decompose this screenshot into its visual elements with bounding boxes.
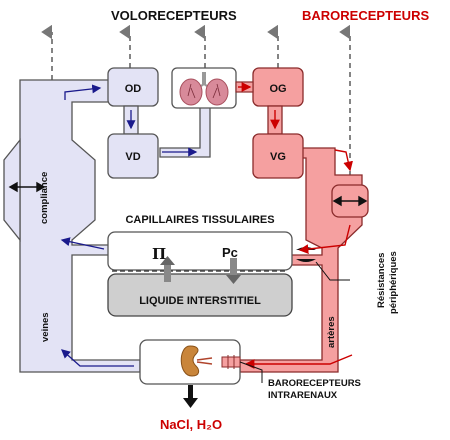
pc-label: Pc <box>222 245 238 260</box>
vein-channel <box>19 79 141 373</box>
interstitial-box <box>107 273 293 317</box>
venous-flow-arrows <box>60 84 198 367</box>
compliance-bulge <box>3 138 21 242</box>
pc-down-arrow <box>226 258 241 284</box>
vd-label: VD <box>125 151 140 163</box>
resistance-leader <box>315 261 350 281</box>
leader-lines <box>239 261 350 383</box>
flow-arrow-to-capillaries <box>298 224 351 254</box>
vg-box <box>252 133 304 179</box>
flow-arrow-kidney-vein <box>61 349 134 367</box>
veines-label: veines <box>40 312 51 342</box>
compliance-label: compliance <box>39 172 50 224</box>
pi-up-arrow <box>160 256 175 282</box>
pi-label: Π <box>152 245 166 263</box>
dashed-signal-arrows <box>41 24 351 185</box>
excretion-label: NaCl, H₂O <box>160 417 222 432</box>
volorecepteurs-title: VOLORECEPTEURS <box>111 8 237 23</box>
capillaries-title: CAPILLAIRES TISSULAIRES <box>125 214 274 226</box>
artery-bidirectional-arrow <box>332 195 368 207</box>
excretion-arrow <box>183 385 198 408</box>
interstitial-label: LIQUIDE INTERSTITIEL <box>139 295 261 307</box>
pulmonary-artery <box>159 104 211 158</box>
barorecepteurs-title: BARORECEPTEURS <box>302 8 429 23</box>
venous-circuit <box>3 79 141 373</box>
lungs-icon <box>179 72 229 106</box>
flow-arrow-vg-aorta <box>334 149 353 172</box>
kidney-icon <box>180 345 213 377</box>
capillaries-box <box>107 231 293 271</box>
og-label: OG <box>269 83 286 95</box>
resistances-label-line2: périphériques <box>388 251 399 314</box>
baro-intrarenal-line1: BARORECEPTEURS <box>268 378 361 389</box>
vd-box <box>107 133 159 179</box>
intrarenal-receptor-marker <box>221 355 241 369</box>
baro-intrarenal-line2: INTRARENAUX <box>268 390 338 401</box>
flow-arrow-to-od <box>64 84 102 100</box>
vg-label: VG <box>270 151 286 163</box>
intrarenal-leader <box>239 361 263 383</box>
compliance-bidirectional-arrow <box>8 181 46 193</box>
resistances-label-line1: Résistances <box>376 253 387 308</box>
flow-arrow-capillary-vein <box>60 237 105 250</box>
arteres-label: artères <box>326 316 337 348</box>
arterial-flow-arrows <box>238 82 353 369</box>
flow-arrow-to-kidney <box>244 354 353 369</box>
od-label: OD <box>125 83 142 95</box>
